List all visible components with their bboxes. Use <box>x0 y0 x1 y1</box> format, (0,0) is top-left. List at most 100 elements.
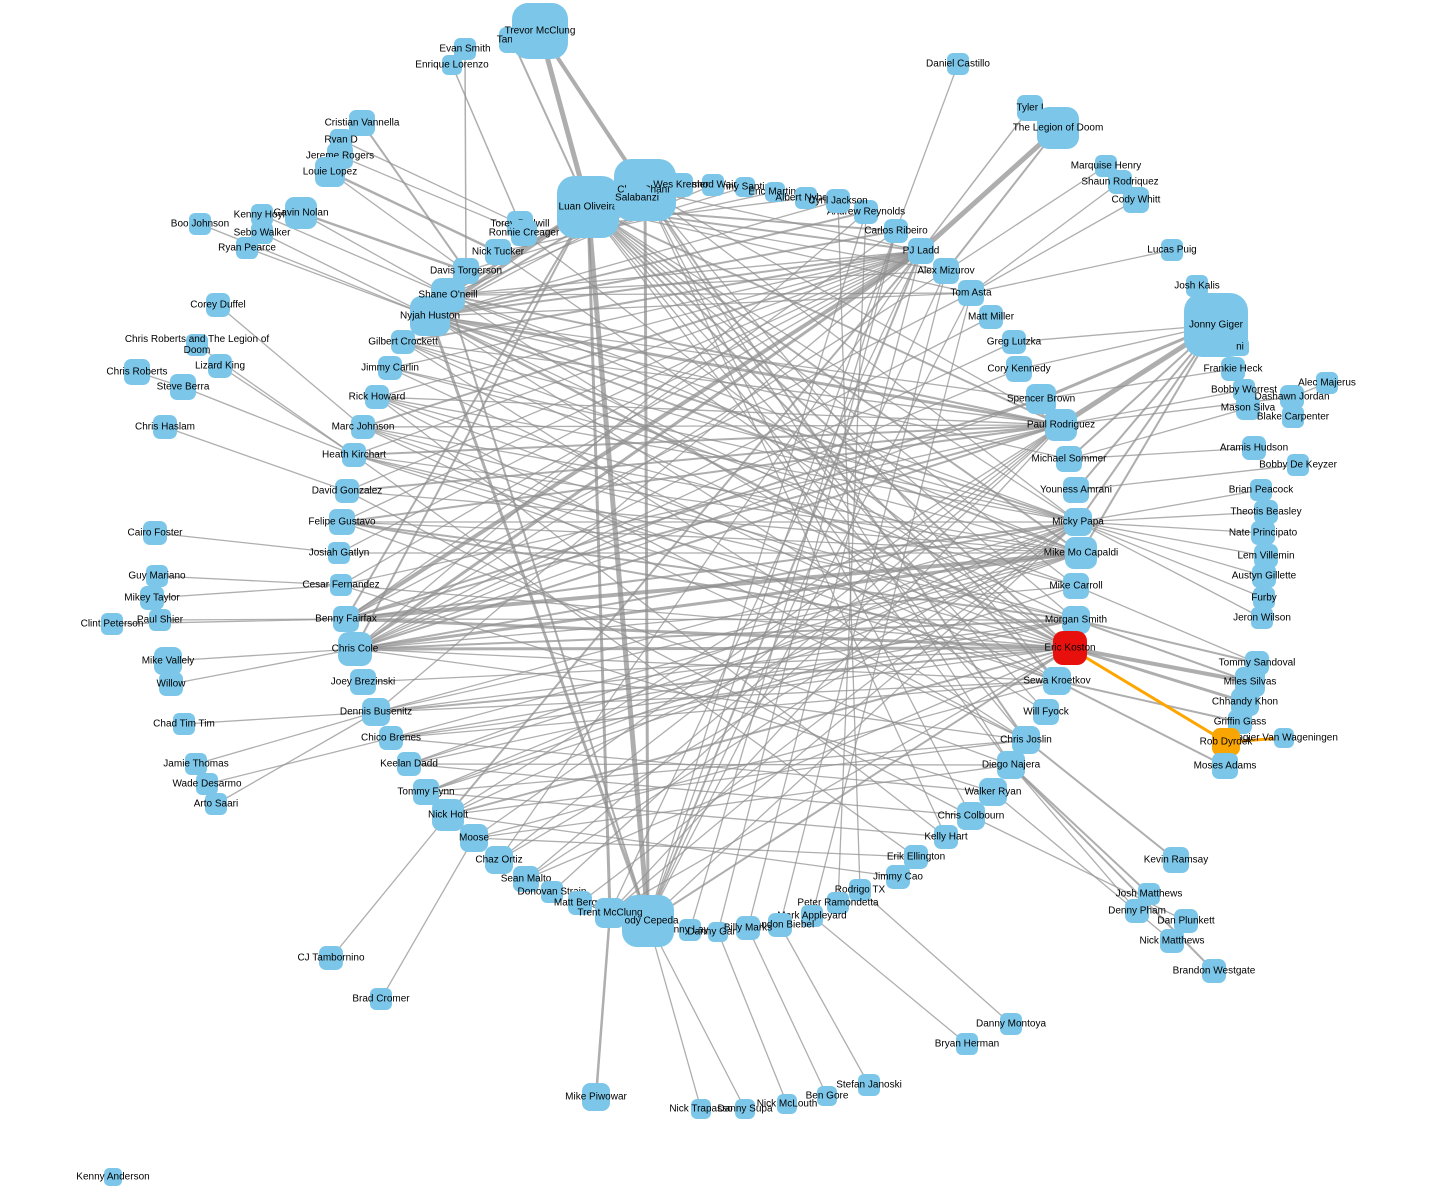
node-nick-holt[interactable] <box>432 799 464 831</box>
node-clint-peterson[interactable] <box>101 613 123 635</box>
node-rob-dyrdek[interactable] <box>1212 728 1240 756</box>
node-daniel-castillo[interactable] <box>947 53 969 75</box>
node-andrew-reynolds[interactable] <box>854 200 878 224</box>
node-brandon-westgate[interactable] <box>1202 959 1226 983</box>
node-corey-duffel[interactable] <box>206 293 230 317</box>
node-greg-lutzka[interactable] <box>1002 330 1026 354</box>
node-heath-kirchart[interactable] <box>342 443 366 467</box>
node-bobby-worrest[interactable] <box>1233 379 1255 401</box>
node-louie-lopez[interactable] <box>315 157 345 187</box>
node-tommy-fynn[interactable] <box>413 779 439 805</box>
node-denny-pham[interactable] <box>1125 899 1149 923</box>
node-mark-appleyard[interactable] <box>801 905 823 927</box>
node-rick-howard[interactable] <box>365 385 389 409</box>
node-nate-principato[interactable] <box>1251 521 1275 545</box>
node-chris-roberts[interactable] <box>124 359 150 385</box>
node-eric-martina[interactable] <box>765 182 785 202</box>
node-josh-kalis[interactable] <box>1186 275 1208 297</box>
node-matt-berger[interactable] <box>568 891 592 915</box>
node-peter-ramondetta[interactable] <box>827 892 849 914</box>
node-erik-ellington[interactable] <box>904 845 928 869</box>
node-matt-miller[interactable] <box>979 305 1003 329</box>
node-chico-brenes[interactable] <box>379 726 403 750</box>
node-ni-node[interactable] <box>1231 338 1249 356</box>
node-ronnie-creager[interactable] <box>511 220 537 246</box>
node-dashawn-jordan[interactable] <box>1280 385 1304 409</box>
node-brandon-biebel[interactable] <box>768 913 792 937</box>
node-paul-shier[interactable] <box>149 609 171 631</box>
node-tom-asta[interactable] <box>958 280 984 306</box>
node-dennis-busenitz[interactable] <box>362 698 390 726</box>
node-donovan-strain[interactable] <box>541 881 563 903</box>
node-manny-santiago[interactable] <box>735 177 755 197</box>
node-salabanzi[interactable] <box>624 185 650 211</box>
node-rodrigo-tx[interactable] <box>849 879 871 901</box>
node-trent-mcclung[interactable] <box>595 898 625 928</box>
node-michael-sommer[interactable] <box>1056 446 1082 472</box>
node-paul-rodriguez[interactable] <box>1045 409 1077 441</box>
node-blake-carpenter[interactable] <box>1282 406 1304 428</box>
node-chris-joslin[interactable] <box>1012 726 1040 754</box>
node-jimmy-cao[interactable] <box>886 865 910 889</box>
node-enrique-lorenzo[interactable] <box>442 55 462 75</box>
node-josiah-gatlyn[interactable] <box>328 542 350 564</box>
node-wes-kremer[interactable] <box>669 173 693 197</box>
node-chris-colbourn[interactable] <box>957 802 985 830</box>
node-willow[interactable] <box>159 672 183 696</box>
node-trevor-mcclung[interactable] <box>512 3 568 59</box>
node-mike-mo-capaldi[interactable] <box>1065 537 1097 569</box>
node-mike-vallely[interactable] <box>154 647 182 675</box>
node-albert-nyberg[interactable] <box>795 187 817 209</box>
node-jamie-thomas[interactable] <box>185 753 207 775</box>
node-boo-johnson[interactable] <box>189 213 211 235</box>
node-nick-trapasso[interactable] <box>691 1099 711 1119</box>
node-mike-carroll[interactable] <box>1063 573 1089 599</box>
node-alec-majerus[interactable] <box>1316 372 1338 394</box>
node-evan-smith[interactable] <box>454 38 476 60</box>
node-chris-roberts-legion[interactable] <box>186 334 208 356</box>
node-cristian-vannella[interactable] <box>349 110 375 136</box>
node-nick-mclouth[interactable] <box>777 1094 797 1114</box>
node-luan-oliveira[interactable] <box>557 176 619 238</box>
node-mike-piwowar[interactable] <box>582 1083 610 1111</box>
node-david-gonzalez[interactable] <box>335 479 359 503</box>
node-sean-malto[interactable] <box>513 866 539 892</box>
node-sewa-kroetkov[interactable] <box>1043 667 1071 695</box>
node-kenny-anderson[interactable] <box>104 1168 122 1186</box>
node-moses-adams[interactable] <box>1212 753 1238 779</box>
node-cesar-fernandez[interactable] <box>330 574 352 596</box>
node-marc-johnson[interactable] <box>351 415 375 439</box>
node-cairo-foster[interactable] <box>143 521 167 545</box>
node-moose[interactable] <box>460 824 488 852</box>
node-chaz-ortiz[interactable] <box>485 846 513 874</box>
node-mikey-taylor[interactable] <box>140 586 164 610</box>
node-bryan-herman[interactable] <box>956 1033 978 1055</box>
node-theotis-beasley[interactable] <box>1254 500 1278 524</box>
node-alex-mizurov[interactable] <box>933 258 959 284</box>
node-felipe-gustavo[interactable] <box>329 509 355 535</box>
node-aramis-hudson[interactable] <box>1242 436 1266 460</box>
node-steve-berra[interactable] <box>170 374 196 400</box>
node-youness-amrani[interactable] <box>1063 477 1089 503</box>
node-cory-kennedy[interactable] <box>1006 356 1032 382</box>
node-cody-whitt[interactable] <box>1123 187 1149 213</box>
node-rogier-van-wageningen[interactable] <box>1274 728 1294 748</box>
node-bobby-de-keyzer[interactable] <box>1287 454 1309 476</box>
node-gilbert-crockett[interactable] <box>391 330 415 354</box>
node-walker-ryan[interactable] <box>979 778 1007 806</box>
node-arto-saari[interactable] <box>205 793 227 815</box>
node-eric-koston[interactable] <box>1053 631 1087 665</box>
node-will-fyock[interactable] <box>1033 699 1059 725</box>
node-legion-of-doom[interactable] <box>1037 107 1079 149</box>
node-chris-cole[interactable] <box>338 632 372 666</box>
node-joey-brezinski[interactable] <box>350 669 376 695</box>
node-lizard-king[interactable] <box>208 354 232 378</box>
node-kenny-hoyle[interactable] <box>251 204 273 226</box>
node-chris-haslam[interactable] <box>153 415 177 439</box>
node-jeron-wilson[interactable] <box>1251 607 1273 629</box>
node-danny-supa[interactable] <box>735 1099 755 1119</box>
node-stefan-janoski[interactable] <box>858 1074 880 1096</box>
node-pj-ladd[interactable] <box>908 238 934 264</box>
node-lucas-puig[interactable] <box>1161 239 1183 261</box>
node-davis-torgerson[interactable] <box>453 258 479 284</box>
